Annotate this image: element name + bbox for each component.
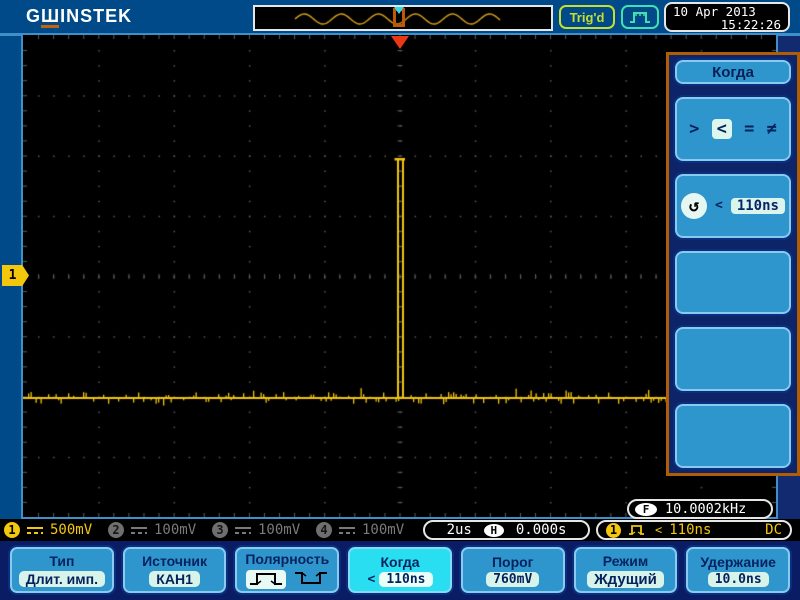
side-menu-empty-button-1[interactable] xyxy=(673,248,793,317)
trigger-value: 110ns xyxy=(669,522,712,538)
time-condition-button[interactable]: ↺ < 110ns xyxy=(673,171,793,240)
condition-prefix: < xyxy=(715,198,723,214)
side-menu-empty-button-2[interactable] xyxy=(673,325,793,394)
pulse-width-trigger-icon xyxy=(629,525,644,535)
waveform-display: F 10.0002kHz xyxy=(21,33,778,519)
trigger-coupling: DC xyxy=(765,522,782,538)
channel1-position-marker[interactable]: 1 xyxy=(2,265,29,286)
comparison-operator-button[interactable]: > < = ≠ xyxy=(673,95,793,163)
status-bar: 1 500mV 2 100mV 3 100mV 4 100mV 2us H 0.… xyxy=(0,519,800,541)
menu-title: Источник xyxy=(142,553,208,569)
menu-button-when[interactable]: Когда < 110ns xyxy=(346,545,454,595)
channel2-readout[interactable]: 2 100mV xyxy=(108,522,212,538)
menu-button-type[interactable]: Тип Длит. имп. xyxy=(8,545,116,595)
dc-coupling-icon xyxy=(339,527,355,534)
horizontal-icon: H xyxy=(483,523,504,537)
acquisition-preview-bar[interactable] xyxy=(253,5,553,31)
rotary-knob-icon: ↺ xyxy=(681,192,707,219)
channel2-icon: 2 xyxy=(108,522,124,538)
menu-button-holdoff[interactable]: Удержание 10.0ns xyxy=(684,545,793,595)
datetime-display: 10 Apr 2013 15:22:26 xyxy=(664,2,790,32)
menu-button-source[interactable]: Источник КАН1 xyxy=(120,545,229,595)
condition-value: 110ns xyxy=(730,197,785,214)
channel3-scale: 100mV xyxy=(258,522,301,538)
menu-title: Режим xyxy=(602,552,649,569)
menu-value: Длит. имп. xyxy=(18,571,105,587)
graticule-and-trace xyxy=(23,35,776,517)
channel1-scale: 500mV xyxy=(50,522,93,538)
side-menu-title: Когда xyxy=(673,58,793,86)
operator-lt-selected[interactable]: < xyxy=(711,118,732,139)
menu-button-threshold[interactable]: Порог 760mV xyxy=(458,545,567,595)
time-text: 15:22:26 xyxy=(720,17,781,32)
negative-polarity-icon[interactable] xyxy=(294,569,328,590)
timebase-readout: 2us H 0.000s xyxy=(423,520,590,540)
channel3-icon: 3 xyxy=(212,522,228,538)
channel1-icon: 1 xyxy=(4,522,20,538)
menu-title: Удержание xyxy=(700,553,776,570)
trigger-source-icon: 1 xyxy=(606,522,621,538)
menu-value: 10.0ns xyxy=(707,571,769,587)
frequency-value: 10.0002kHz xyxy=(665,501,747,517)
side-menu-empty-button-3[interactable] xyxy=(673,402,793,470)
menu-value: Ждущий xyxy=(587,570,664,588)
channel4-icon: 4 xyxy=(316,522,332,538)
positive-polarity-icon-selected[interactable] xyxy=(246,569,287,589)
menu-value: КАН1 xyxy=(149,571,200,587)
dc-coupling-icon xyxy=(27,527,43,534)
dc-coupling-icon xyxy=(235,527,251,534)
dc-coupling-icon xyxy=(131,527,147,534)
channel2-scale: 100mV xyxy=(154,522,197,538)
channel4-scale: 100mV xyxy=(362,522,405,538)
menu-button-mode[interactable]: Режим Ждущий xyxy=(571,545,680,595)
channel-readouts: 1 500mV 2 100mV 3 100mV 4 100mV xyxy=(4,519,420,541)
menu-title: Порог xyxy=(491,553,534,570)
frequency-icon: F xyxy=(635,502,657,516)
pulse-width-mode-badge xyxy=(621,5,659,29)
menu-title: Тип xyxy=(49,553,75,569)
horizontal-position: 0.000s xyxy=(515,522,567,538)
channel4-readout[interactable]: 4 100mV xyxy=(316,522,420,538)
preview-trigger-position-icon xyxy=(394,7,404,14)
operator-ne[interactable]: ≠ xyxy=(766,118,777,139)
trigger-position-marker-icon[interactable] xyxy=(391,36,409,49)
top-bar: GШINSTEK Trig'd 10 Apr 2013 15:22:26 xyxy=(0,0,800,33)
when-prefix: < xyxy=(367,571,376,587)
operator-gt[interactable]: > xyxy=(689,118,700,139)
menu-button-polarity[interactable]: Полярность xyxy=(233,545,342,595)
trigger-readout: 1 < 110ns DC xyxy=(596,520,792,540)
trigger-condition: < xyxy=(655,523,663,537)
menu-value: 110ns xyxy=(379,571,433,587)
logo-w: Ш xyxy=(41,6,61,28)
bottom-menu: Тип Длит. имп. Источник КАН1 Полярность … xyxy=(0,541,800,600)
pulse-icon xyxy=(630,11,650,23)
trigger-status-badge: Trig'd xyxy=(559,5,615,29)
frequency-readout: F 10.0002kHz xyxy=(627,499,773,519)
menu-title: Когда xyxy=(380,553,420,570)
timebase-scale: 2us xyxy=(446,522,472,538)
polarity-options xyxy=(246,569,328,590)
channel1-readout[interactable]: 1 500mV xyxy=(4,522,108,538)
menu-title: Полярность xyxy=(245,550,330,567)
channel3-readout[interactable]: 3 100mV xyxy=(212,522,316,538)
logo-g: G xyxy=(26,6,42,26)
date-text: 10 Apr 2013 xyxy=(673,4,756,19)
operator-eq[interactable]: = xyxy=(744,118,755,139)
brand-logo: GШINSTEK xyxy=(26,6,133,28)
side-menu-panel: Когда > < = ≠ ↺ < 110ns xyxy=(666,52,800,476)
menu-value: 760mV xyxy=(486,571,540,587)
logo-rest: INSTEK xyxy=(60,6,133,26)
